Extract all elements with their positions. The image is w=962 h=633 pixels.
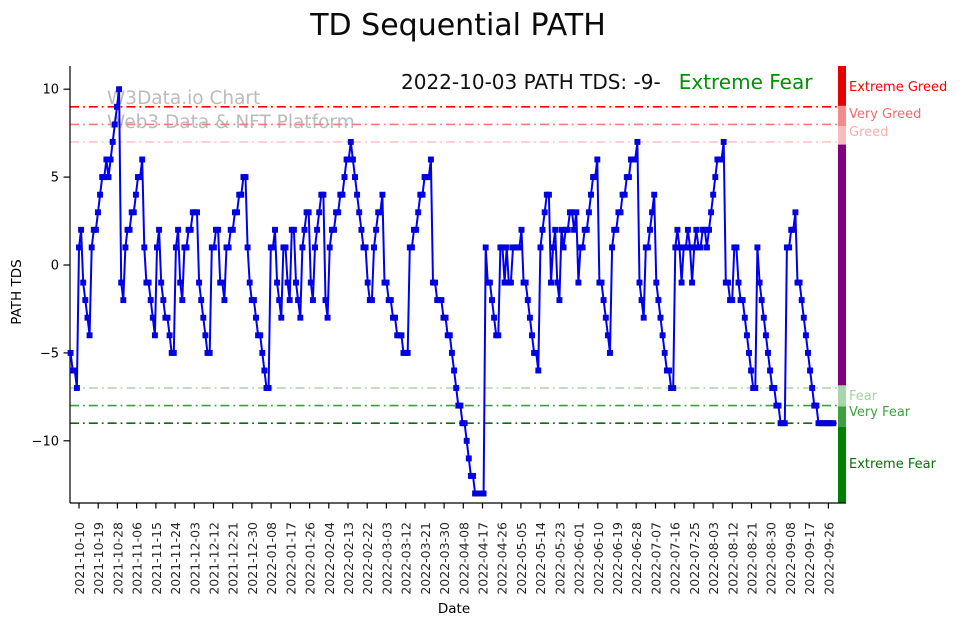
x-tick-label: 2022-08-30 (764, 522, 779, 595)
x-tick-label: 2022-06-19 (610, 522, 625, 595)
x-tick-label: 2022-03-12 (399, 522, 414, 595)
zone-label: Extreme Greed (849, 80, 948, 95)
x-tick-label: 2022-09-08 (783, 522, 798, 595)
x-tick-label: 2022-03-03 (379, 522, 394, 595)
x-tick-label: 2021-12-12 (207, 522, 222, 595)
x-tick-label: 2022-02-04 (322, 522, 337, 595)
x-tick-label: 2021-12-30 (245, 522, 260, 595)
data-markers (67, 86, 837, 497)
path-tds-line (69, 89, 834, 495)
x-tick-label: 2022-08-12 (725, 522, 740, 595)
y-tick-label: 5 (51, 171, 59, 186)
x-tick-label: 2022-07-07 (649, 522, 664, 595)
x-tick-label: 2022-05-23 (552, 522, 567, 595)
zone-label: Greed (849, 125, 889, 140)
y-tick-label: −10 (32, 434, 59, 449)
x-tick-label: 2022-09-17 (802, 522, 817, 595)
x-tick-label: 2022-04-17 (476, 522, 491, 595)
x-tick-label: 2022-07-25 (687, 522, 702, 595)
x-tick-label: 2021-10-10 (72, 522, 87, 595)
annotation-date-value: 2022-10-03 PATH TDS: -9- (401, 70, 661, 94)
zone-bar-segment (838, 105, 846, 127)
x-axis-label: Date (437, 601, 471, 617)
zone-bar-segment (838, 144, 846, 386)
zone-label: Very Greed (849, 107, 922, 122)
x-tick-label: 2022-09-26 (821, 522, 836, 595)
annotation: 2022-10-03 PATH TDS: -9- Extreme Fear (401, 70, 812, 94)
zone-label: Extreme Fear (849, 457, 936, 472)
annotation-status: Extreme Fear (678, 70, 813, 94)
y-tick-label: 0 (51, 259, 59, 274)
x-tick-label: 2022-01-26 (303, 522, 318, 595)
zone-bar-segment (838, 385, 846, 407)
x-tick-label: 2021-11-24 (168, 522, 183, 595)
x-tick-label: 2022-01-17 (283, 522, 298, 595)
x-tick-label: 2022-06-28 (629, 522, 644, 595)
y-tick-label: −5 (40, 346, 59, 361)
watermark-line2: Web3 Data & NFT Platform (107, 112, 355, 133)
x-tick-label: 2022-04-26 (495, 522, 510, 595)
x-tick-label: 2021-12-03 (187, 522, 202, 595)
zone-bar-segment (838, 406, 846, 427)
chart-title: TD Sequential PATH (310, 8, 606, 43)
x-tick-label: 2022-06-10 (591, 522, 606, 595)
x-tick-label: 2022-08-21 (745, 522, 760, 595)
x-tick-label: 2021-11-06 (130, 522, 145, 595)
x-tick-label: 2021-10-28 (110, 522, 125, 595)
x-tick-label: 2022-06-01 (572, 522, 587, 595)
zone-bar-segment (838, 126, 846, 145)
zone-bar-segment (838, 426, 846, 503)
x-tick-label: 2022-01-08 (264, 522, 279, 595)
y-tick-label: 10 (42, 83, 59, 98)
x-tick-label: 2022-03-21 (418, 522, 433, 595)
watermark-line1: W3Data.io Chart (107, 88, 261, 109)
zone-label: Fear (849, 389, 878, 404)
zone-bar-segment (838, 66, 846, 106)
x-tick-label: 2022-04-08 (456, 522, 471, 595)
x-tick-label: 2021-12-21 (226, 522, 241, 595)
x-tick-label: 2022-03-30 (437, 522, 452, 595)
x-tick-label: 2021-10-19 (91, 522, 106, 595)
x-tick-label: 2022-02-13 (341, 522, 356, 595)
x-tick-label: 2022-07-16 (668, 522, 683, 595)
x-tick-label: 2022-08-03 (706, 522, 721, 595)
x-tick-label: 2022-05-14 (533, 522, 548, 595)
x-tick-label: 2022-05-05 (514, 522, 529, 595)
x-tick-label: 2022-02-22 (360, 522, 375, 595)
zone-label: Very Fear (849, 405, 911, 420)
x-tick-label: 2021-11-15 (149, 522, 164, 595)
